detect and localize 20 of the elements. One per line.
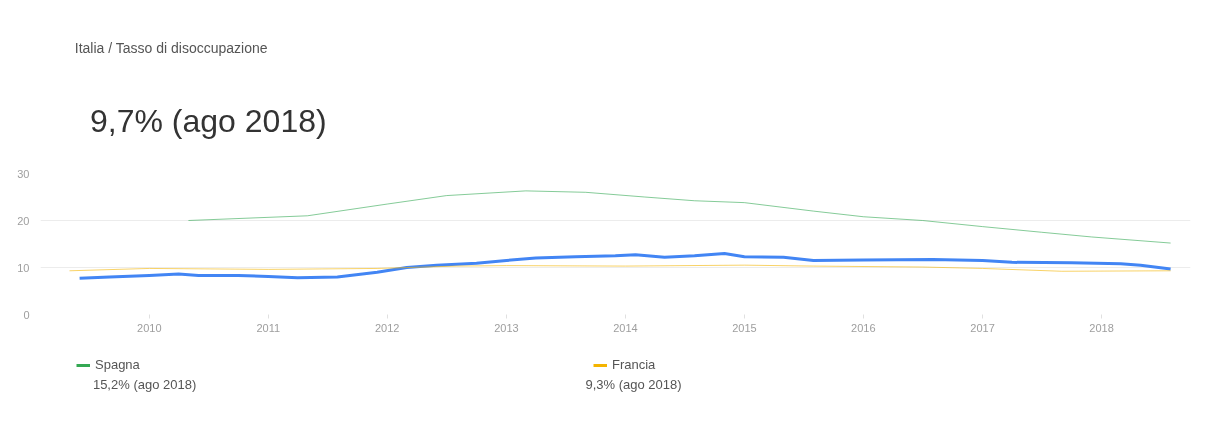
chart-title: Italia / Tasso di disoccupazione (74, 39, 268, 56)
x-tick-label: 2015 (732, 321, 757, 334)
x-tick-label: 2016 (851, 321, 876, 334)
y-tick-label: 0 (23, 308, 30, 321)
x-tick-label: 2017 (970, 321, 995, 334)
x-tick-label: 2012 (374, 321, 400, 334)
y-tick-label: 10 (17, 261, 30, 274)
x-tick-label: 2010 (137, 321, 162, 334)
chart-subtitle: 9,7% (ago 2018) (90, 102, 327, 139)
text: 15,2% (ago 2018) (92, 377, 197, 392)
y-tick-label: 20 (17, 214, 30, 227)
y-tick-label: 30 (17, 167, 30, 180)
line-series (78, 251, 1173, 280)
x-tick-label: 2011 (256, 321, 281, 334)
x-tick-label: 2014 (613, 321, 638, 334)
x-tick-label: 2013 (494, 321, 519, 334)
text: 9,3% (ago 2018) (585, 377, 682, 392)
legend-label: Spagna (95, 357, 140, 372)
legend-label: Francia (612, 357, 656, 372)
x-tick-label: 2018 (1089, 321, 1114, 334)
